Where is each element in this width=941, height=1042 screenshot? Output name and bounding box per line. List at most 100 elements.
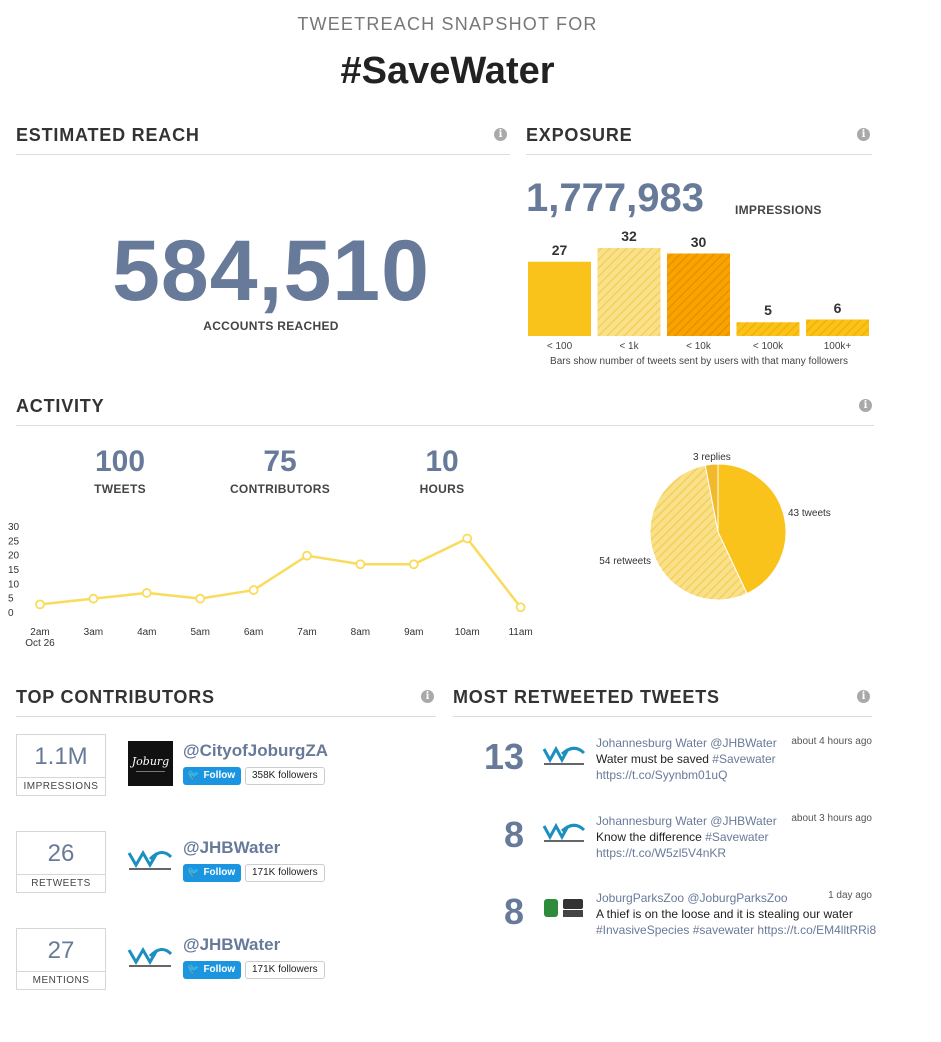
water-wave-tail: [560, 746, 586, 756]
follower-count: 358K followers: [245, 767, 325, 785]
jhbwater-avatar[interactable]: [541, 819, 587, 845]
follower-count: 171K followers: [245, 864, 325, 882]
tweet-author[interactable]: Johannesburg Water @JHBWater: [596, 814, 777, 828]
exposure-bar-value: 27: [551, 241, 568, 258]
jhbwater-wordmark: [129, 965, 171, 967]
joburgzoo-avatar[interactable]: [541, 897, 587, 921]
x-date-label: Oct 26: [25, 638, 55, 649]
water-wave-tail: [148, 851, 173, 861]
contributor-handle[interactable]: @JHBWater: [183, 935, 281, 954]
snapshot-subtitle: TWEETREACH SNAPSHOT FOR: [297, 14, 598, 34]
reach-value: 584,510: [112, 223, 430, 319]
tweet-hashtag[interactable]: #Savewater: [712, 752, 776, 766]
reach-title: ESTIMATED REACH: [16, 125, 200, 145]
impressions-value: 1,777,983: [526, 176, 704, 220]
activity-point[interactable]: [141, 588, 152, 598]
contributor-stat-value: 26: [47, 840, 75, 867]
contributors-divider: [16, 716, 436, 717]
zoo-animal-icon: [563, 899, 583, 909]
contributor-handle[interactable]: @CityofJoburgZA: [183, 741, 329, 760]
exposure-bar-category: 100k+: [823, 341, 852, 352]
follow-button[interactable]: 🐦 Follow: [183, 767, 242, 785]
activity-point[interactable]: [408, 559, 419, 570]
exposure-title: EXPOSURE: [526, 125, 633, 145]
retweet-count: 8: [503, 814, 524, 855]
tweet-body: Know the difference: [596, 830, 706, 844]
contributor-stat-box: 27 MENTIONS: [16, 928, 106, 990]
follow-button[interactable]: 🐦 Follow: [183, 961, 242, 979]
reach-divider: [16, 154, 510, 155]
jhbwater-avatar[interactable]: [126, 845, 174, 873]
reach-label: ACCOUNTS REACHED: [203, 319, 339, 333]
activity-line-chart: 0 5 10 15 20 25 30 2am 3am 4am 5am 6am 7am 8am 9am 10am…: [8, 522, 533, 649]
activity-point[interactable]: [195, 593, 206, 604]
x-tick-label: 10am: [455, 627, 480, 638]
activity-point[interactable]: [302, 550, 312, 561]
follow-button[interactable]: 🐦 Follow: [183, 864, 242, 882]
contributor-stat-label: RETWEETS: [17, 874, 105, 892]
water-wave-mark: [542, 745, 570, 764]
x-tick-label: 4am: [137, 627, 156, 638]
tweet-time: about 3 hours ago: [791, 813, 872, 824]
tweet-hashtag[interactable]: #Savewater: [705, 830, 769, 844]
contributor-handle[interactable]: @JHBWater: [183, 838, 281, 857]
x-tick-label: 9am: [404, 627, 423, 638]
tweet-time: about 4 hours ago: [791, 736, 872, 747]
pie-slice: [704, 463, 719, 533]
water-wave-tail: [560, 823, 586, 833]
x-tick-label: 3am: [84, 627, 103, 638]
activity-info-icon[interactable]: i: [859, 399, 872, 412]
activity-point[interactable]: [35, 599, 45, 610]
contributor-stat-label: IMPRESSIONS: [17, 777, 105, 795]
stat-contributors-value: 75: [263, 445, 297, 478]
tweet-link[interactable]: https://t.co/Syynbm01uQ: [596, 768, 728, 782]
activity-point[interactable]: [88, 593, 99, 604]
pie-slice-label: 43 tweets: [788, 508, 831, 519]
exposure-bar-category: < 10k: [686, 341, 711, 352]
exposure-bars-svg: [528, 248, 869, 336]
exposure-bar-value: 5: [764, 302, 772, 319]
stat-hours-label: HOURS: [419, 482, 465, 496]
follow-label: Follow: [203, 770, 236, 781]
contributors-info-icon[interactable]: i: [421, 690, 434, 703]
exposure-bar-category: < 100: [546, 341, 573, 352]
parks-leaf-icon: [544, 899, 558, 917]
contributor-stat-value: 1.1M: [34, 743, 88, 770]
activity-point[interactable]: [462, 533, 473, 544]
stat-tweets-label: TWEETS: [94, 482, 146, 496]
x-tick-label: 6am: [244, 627, 263, 638]
water-wave-mark: [127, 947, 159, 965]
jhbwater-avatar[interactable]: [541, 742, 587, 768]
exposure-bar: [597, 248, 661, 336]
contributor-stat-label: MENTIONS: [17, 971, 105, 989]
activity-point[interactable]: [248, 585, 259, 595]
exposure-bar: [806, 319, 869, 336]
water-wave-tail: [148, 948, 173, 958]
reach-info-icon[interactable]: i: [494, 128, 507, 141]
activity-point[interactable]: [355, 559, 366, 570]
retweeted-info-icon[interactable]: i: [857, 690, 870, 703]
exposure-bar-category: < 1k: [619, 341, 639, 352]
y-tick-label: 5: [8, 594, 14, 605]
activity-pie-chart: 43 tweets 54 retweets 3 replies: [599, 452, 831, 601]
jhbwater-avatar[interactable]: [126, 942, 174, 970]
joburg-avatar[interactable]: Joburg: [128, 741, 173, 786]
tweet-link[interactable]: https://t.co/W5zl5V4nKR: [596, 846, 727, 860]
pie-slice-label: 3 replies: [693, 452, 731, 463]
activity-point[interactable]: [515, 602, 526, 613]
tweet-author[interactable]: JoburgParksZoo @JoburgParksZoo: [596, 891, 788, 905]
exposure-info-icon[interactable]: i: [857, 128, 870, 141]
tweet-author[interactable]: Johannesburg Water @JHBWater: [596, 736, 777, 750]
y-tick-label: 30: [8, 522, 20, 533]
y-tick-label: 25: [8, 536, 20, 547]
joburg-logo-line: [136, 771, 165, 772]
x-tick-label: 11am: [508, 627, 532, 638]
tweet-link[interactable]: https://t.co/EM4lltRRi8: [757, 923, 877, 937]
water-wave-mark: [127, 850, 159, 868]
x-tick-label: 5am: [190, 627, 209, 638]
tweet-hashtags[interactable]: #InvasiveSpecies #savewater: [596, 923, 758, 937]
twitter-bird-icon: 🐦: [187, 964, 200, 975]
follow-label: Follow: [203, 867, 236, 878]
follow-label: Follow: [203, 964, 236, 975]
tweet-text: Know the difference #Savewater: [596, 830, 769, 844]
